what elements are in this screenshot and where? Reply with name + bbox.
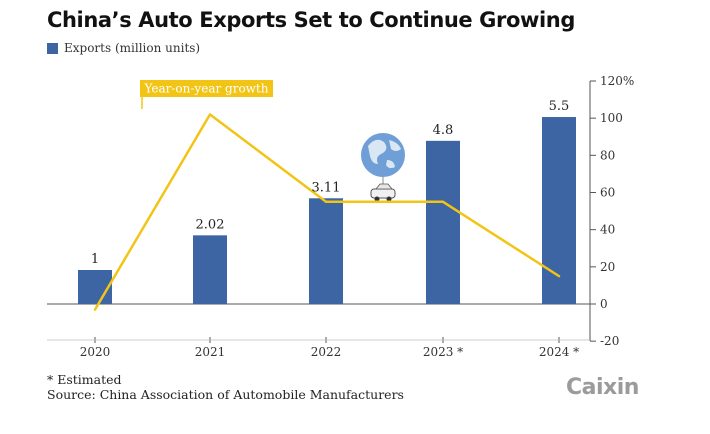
x-tick-label: 2024 * xyxy=(539,345,579,359)
growth-label-box xyxy=(140,80,273,97)
legend: Exports (million units) xyxy=(47,41,200,55)
footnote-source: Source: China Association of Automobile … xyxy=(47,387,404,402)
globe-icon xyxy=(361,133,405,177)
car-wheel xyxy=(386,196,392,202)
x-tick-label: 2021 xyxy=(195,345,226,359)
y-tick-label: 60 xyxy=(600,186,615,200)
bar-value-label: 5.5 xyxy=(549,99,570,114)
x-tick-label: 2023 * xyxy=(423,345,463,359)
legend-bar-swatch xyxy=(47,42,58,54)
globe-continent xyxy=(389,140,401,151)
x-tick-label: 2020 xyxy=(80,345,111,359)
footnote-estimated: * Estimated xyxy=(47,372,122,387)
bar-2022 xyxy=(309,198,343,304)
illustration-layer xyxy=(361,133,405,202)
bar-2020 xyxy=(78,270,112,304)
globe-continent xyxy=(386,160,395,169)
legend-bar-label: Exports (million units) xyxy=(64,41,201,55)
globe-continent xyxy=(368,139,387,164)
car-icon xyxy=(370,188,396,199)
y-tick-label: 0 xyxy=(600,297,608,311)
bar-value-label: 4.8 xyxy=(433,123,454,138)
y-tick-label: 20 xyxy=(600,260,615,274)
car-wheel xyxy=(374,196,380,202)
bar-2021 xyxy=(193,235,227,304)
caixin-logo: Caixin xyxy=(566,375,639,400)
bar-2023 xyxy=(426,140,460,304)
y-tick-label: 100 xyxy=(600,111,623,125)
car-roof xyxy=(375,183,393,190)
y-tick-label: 40 xyxy=(600,223,615,237)
y-tick-label: 120% xyxy=(600,74,634,88)
bar-value-label: 1 xyxy=(91,252,99,267)
bar-value-label: 3.11 xyxy=(312,180,341,195)
x-tick-label: 2022 xyxy=(311,345,342,359)
bar-2024 xyxy=(542,117,576,304)
y-tick-label: -20 xyxy=(600,334,619,348)
y-tick-label: 80 xyxy=(600,148,615,162)
growth-label: Year-on-year growth xyxy=(144,82,269,96)
bar-layer xyxy=(78,117,576,304)
growth-line-layer: Year-on-year growth xyxy=(93,80,561,311)
chart-title: China’s Auto Exports Set to Continue Gro… xyxy=(47,8,575,32)
label-layer: -20 0 20 40 60 80 100 120% 1 2.02 3.11 4.8 5.5 2020 20… xyxy=(80,74,635,359)
bar-value-label: 2.02 xyxy=(196,217,225,232)
